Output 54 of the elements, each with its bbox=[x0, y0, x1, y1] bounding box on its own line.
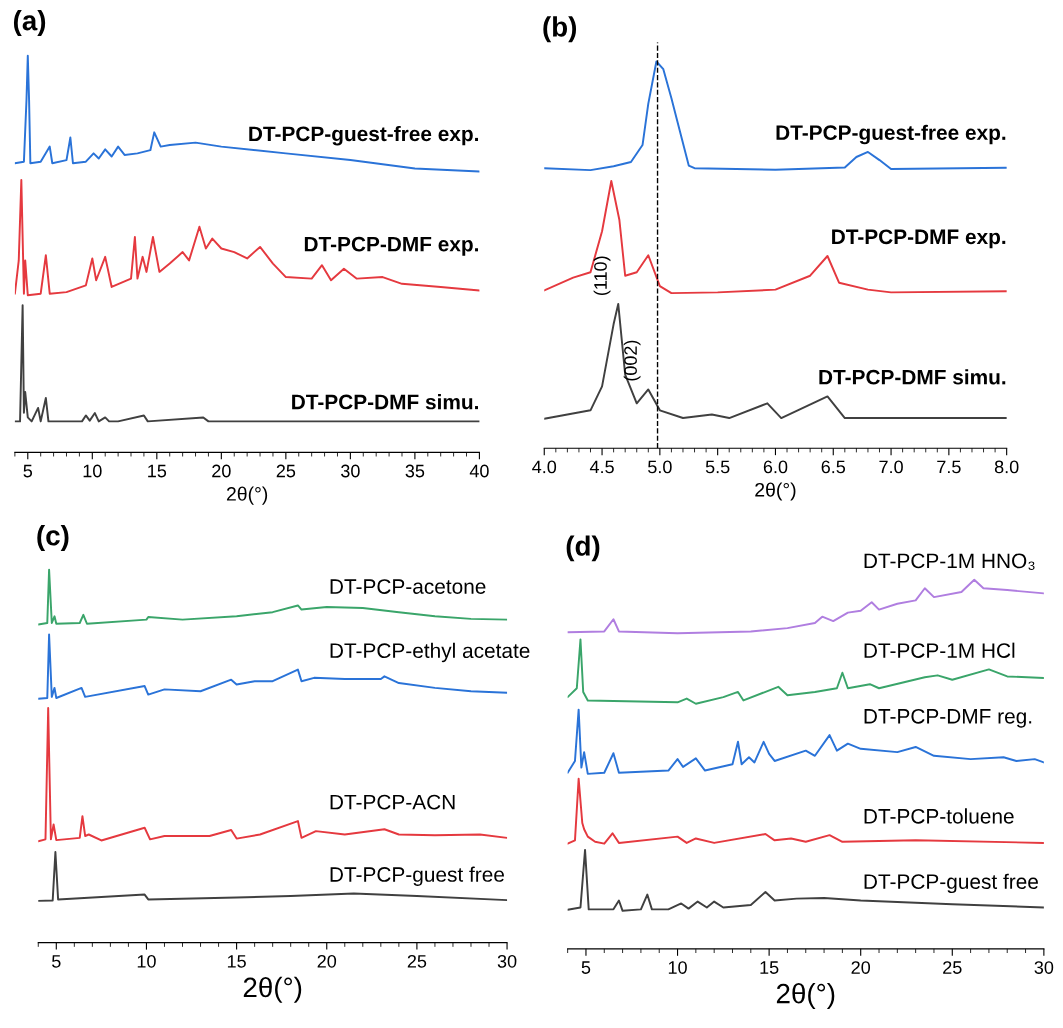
series-label: DT-PCP-ethyl acetate bbox=[330, 642, 530, 663]
series-label: DT-PCP-DMF simu. bbox=[292, 394, 478, 410]
series-label: DT-PCP-DMF reg. bbox=[864, 708, 1032, 728]
x-tick-label: 30 bbox=[497, 954, 517, 968]
x-axis-title: 2θ(°) bbox=[776, 983, 835, 1009]
annotation: (110) bbox=[593, 256, 611, 296]
x-tick-label: 4.0 bbox=[532, 460, 557, 474]
x-tick-label: 7.0 bbox=[879, 460, 903, 474]
series-label: DT-PCP-guest-free exp. bbox=[249, 125, 478, 146]
x-tick-label: 7.5 bbox=[937, 460, 961, 474]
x-tick-label: 8.0 bbox=[994, 460, 1019, 474]
x-tick-label: 40 bbox=[469, 464, 489, 478]
x-tick-label: 5.0 bbox=[648, 460, 672, 474]
series-label: DT-PCP-1M HNO₃ bbox=[864, 553, 1035, 570]
x-tick-label: 6.0 bbox=[763, 460, 788, 474]
x-tick-label: 20 bbox=[851, 961, 871, 974]
series-label: DT-PCP-guest free bbox=[864, 873, 1038, 894]
x-tick-label: 15 bbox=[760, 961, 779, 974]
x-tick-label: 15 bbox=[227, 955, 246, 968]
x-tick-label: 20 bbox=[212, 464, 231, 478]
series-label: DT-PCP-guest-free exp. bbox=[776, 124, 1006, 145]
x-tick-label: 35 bbox=[405, 464, 425, 478]
series-label: DT-PCP-1M HCl bbox=[864, 642, 1015, 658]
x-tick-label: 10 bbox=[83, 464, 102, 478]
series-label: DT-PCP-toluene bbox=[864, 808, 1014, 824]
x-axis-title: 2θ(°) bbox=[755, 482, 796, 501]
x-tick-label: 15 bbox=[148, 464, 167, 478]
series-label: DT-PCP-DMF exp. bbox=[832, 229, 1006, 249]
series-label: DT-PCP-ACN bbox=[330, 794, 455, 810]
x-tick-label: 10 bbox=[137, 954, 156, 968]
chart-title: (a) bbox=[13, 10, 46, 36]
series-label: DT-PCP-guest free bbox=[330, 866, 504, 886]
annotation: (002) bbox=[623, 340, 641, 381]
series-label: DT-PCP-acetone bbox=[330, 579, 486, 594]
x-tick-label: 5 bbox=[581, 961, 591, 974]
series-label: DT-PCP-DMF simu. bbox=[819, 369, 1006, 385]
x-tick-label: 4.5 bbox=[589, 460, 614, 474]
x-tick-label: 30 bbox=[341, 464, 360, 478]
x-tick-label: 20 bbox=[317, 954, 337, 968]
x-tick-label: 25 bbox=[943, 961, 962, 974]
chart-title: (d) bbox=[566, 535, 600, 562]
x-tick-label: 25 bbox=[407, 954, 427, 968]
x-axis-title: 2θ(°) bbox=[243, 976, 302, 1003]
x-tick-label: 5.5 bbox=[705, 460, 730, 474]
x-tick-label: 5 bbox=[52, 955, 61, 968]
x-tick-label: 6.5 bbox=[821, 460, 846, 474]
chart-title: (b) bbox=[543, 16, 577, 43]
x-tick-label: 30 bbox=[1034, 961, 1054, 974]
chart-title: (c) bbox=[37, 525, 69, 552]
x-tick-label: 5 bbox=[23, 464, 33, 478]
x-tick-label: 25 bbox=[276, 464, 296, 478]
x-axis-title: 2θ(°) bbox=[226, 486, 268, 505]
x-tick-label: 10 bbox=[668, 961, 687, 974]
series-label: DT-PCP-DMF exp. bbox=[304, 236, 478, 256]
